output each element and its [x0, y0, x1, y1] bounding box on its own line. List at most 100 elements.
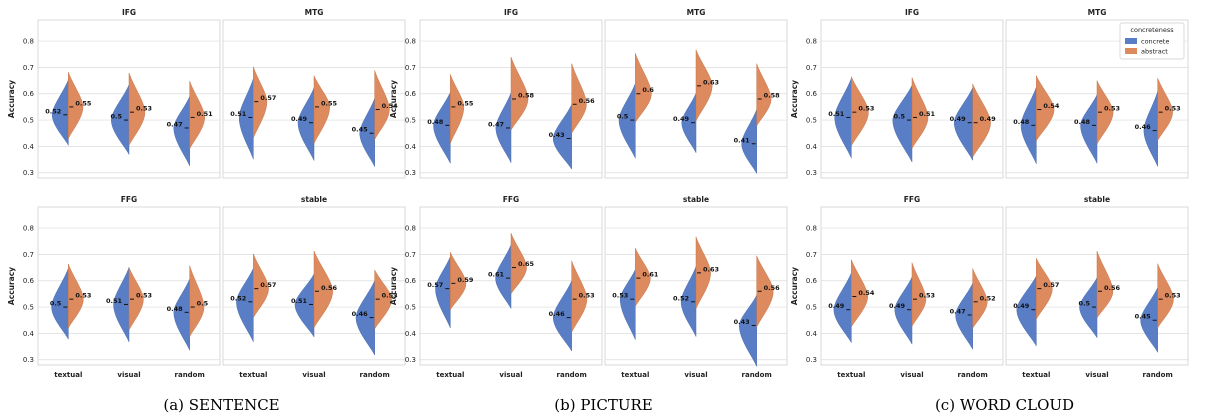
value-label-abstract: 0.51: [919, 110, 936, 118]
violin-abstract-textual: [635, 53, 652, 124]
violin-abstract-visual: [911, 77, 929, 149]
value-label-abstract: 0.53: [136, 105, 152, 113]
ytick-label: 0.6: [23, 277, 35, 285]
value-label-abstract: 0.56: [764, 284, 781, 292]
xtick-label: random: [557, 371, 587, 379]
xtick-label: visual: [900, 371, 923, 379]
value-label-abstract: 0.55: [457, 99, 474, 107]
y-axis-label: Accuracy: [790, 80, 799, 118]
panel-title: IFG: [504, 8, 518, 17]
panel-title: stable: [683, 195, 709, 204]
violin-concrete-random: [953, 87, 973, 161]
legend-label-concrete: concrete: [1141, 38, 1169, 46]
violin-abstract-random: [189, 81, 205, 150]
figure-caption: (c) WORD CLOUD: [935, 396, 1074, 414]
violin-abstract-visual: [128, 72, 146, 146]
xtick-label: visual: [684, 371, 707, 379]
ytick-label: 0.6: [806, 90, 818, 98]
panel-title: MTG: [305, 8, 324, 17]
xtick-label: random: [360, 371, 390, 379]
value-label-concrete: 0.49: [291, 115, 308, 123]
value-label-abstract: 0.53: [1104, 105, 1120, 113]
violin-concrete-textual: [236, 268, 254, 342]
value-label-concrete: 0.43: [549, 131, 565, 139]
panel-ffg: 0.3 0.4 0.5 0.6 0.7 0.8 Accuracy FFG 0.49 0.54 tex…: [790, 195, 1004, 379]
ytick-label: 0.4: [23, 143, 35, 151]
violin-abstract-random: [571, 260, 588, 333]
value-label-concrete: 0.49: [673, 115, 690, 123]
violin-concrete-random: [355, 280, 375, 356]
value-label-abstract: 0.63: [703, 78, 719, 86]
value-label-abstract: 0.58: [764, 92, 781, 100]
violin-concrete-random: [955, 283, 973, 350]
value-label-concrete: 0.5: [110, 113, 122, 121]
violin-abstract-visual: [911, 262, 927, 327]
violin-abstract-visual: [1096, 251, 1114, 319]
value-label-concrete: 0.52: [673, 294, 689, 302]
ytick-label: 0.5: [806, 304, 817, 312]
ytick-label: 0.8: [23, 38, 34, 46]
value-label-concrete: 0.47: [488, 120, 504, 128]
value-label-concrete: 0.47: [167, 120, 183, 128]
violin-abstract-random: [972, 83, 991, 158]
violin-abstract-textual: [635, 248, 651, 307]
violin-concrete-visual: [113, 267, 130, 343]
violin-abstract-visual: [128, 267, 144, 331]
y-axis-label: Accuracy: [7, 80, 16, 118]
value-label-abstract: 0.63: [703, 265, 719, 273]
value-label-abstract: 0.56: [579, 97, 596, 105]
value-label-concrete: 0.46: [352, 310, 369, 318]
xtick-label: textual: [54, 371, 82, 379]
value-label-concrete: 0.51: [828, 110, 845, 118]
value-label-abstract: 0.65: [518, 260, 535, 268]
value-label-abstract: 0.57: [1043, 281, 1059, 289]
value-label-abstract: 0.53: [136, 292, 152, 300]
violin-concrete-random: [1140, 287, 1158, 353]
value-label-concrete: 0.51: [230, 110, 247, 118]
xtick-label: textual: [837, 371, 865, 379]
panel-title: IFG: [905, 8, 919, 17]
value-label-abstract: 0.54: [858, 289, 875, 297]
panel-title: MTG: [687, 8, 706, 17]
violin-concrete-visual: [294, 273, 315, 338]
violin-concrete-visual: [892, 85, 913, 163]
value-label-concrete: 0.47: [950, 307, 966, 315]
value-label-concrete: 0.41: [734, 136, 751, 144]
xtick-label: visual: [302, 371, 325, 379]
value-label-abstract: 0.53: [579, 292, 595, 300]
violin-concrete-visual: [1079, 277, 1098, 339]
violin-abstract-visual: [510, 56, 529, 131]
violin-concrete-textual: [51, 268, 69, 340]
ytick-label: 0.6: [405, 277, 417, 285]
violin-concrete-textual: [834, 78, 852, 159]
violin-concrete-visual: [495, 92, 512, 163]
value-label-concrete: 0.52: [230, 294, 246, 302]
ytick-label: 0.7: [806, 251, 817, 259]
xtick-label: visual: [499, 371, 522, 379]
violin-abstract-textual: [253, 66, 268, 139]
legend-swatch-abstract: [1125, 48, 1137, 54]
violin-concrete-random: [1143, 91, 1158, 167]
value-label-abstract: 0.59: [457, 276, 474, 284]
violin-abstract-random: [571, 63, 587, 134]
panel-stable: stable 0.52 0.57 textual 0.51 0.56 visual 0.46 0…: [222, 195, 406, 379]
xtick-label: visual: [1085, 371, 1108, 379]
figure-caption: (b) PICTURE: [554, 396, 652, 414]
value-label-abstract: 0.53: [1165, 105, 1181, 113]
ytick-label: 0.5: [405, 304, 416, 312]
xtick-label: random: [1143, 371, 1173, 379]
ytick-label: 0.7: [23, 64, 34, 72]
violin-concrete-textual: [435, 256, 451, 329]
panel-mtg: MTG 0.51 0.57 0.49 0.55 0.45 0.54: [222, 8, 406, 179]
violin-concrete-visual: [111, 84, 130, 155]
panel-title: MTG: [1088, 8, 1107, 17]
violin-concrete-random: [173, 278, 190, 351]
violin-abstract-visual: [695, 49, 713, 122]
xtick-label: random: [958, 371, 988, 379]
violin-concrete-textual: [51, 79, 69, 146]
ytick-label: 0.5: [806, 117, 817, 125]
value-label-abstract: 0.54: [1043, 102, 1060, 110]
value-label-abstract: 0.56: [1104, 284, 1121, 292]
value-label-concrete: 0.46: [549, 310, 566, 318]
violin-concrete-textual: [433, 92, 451, 164]
